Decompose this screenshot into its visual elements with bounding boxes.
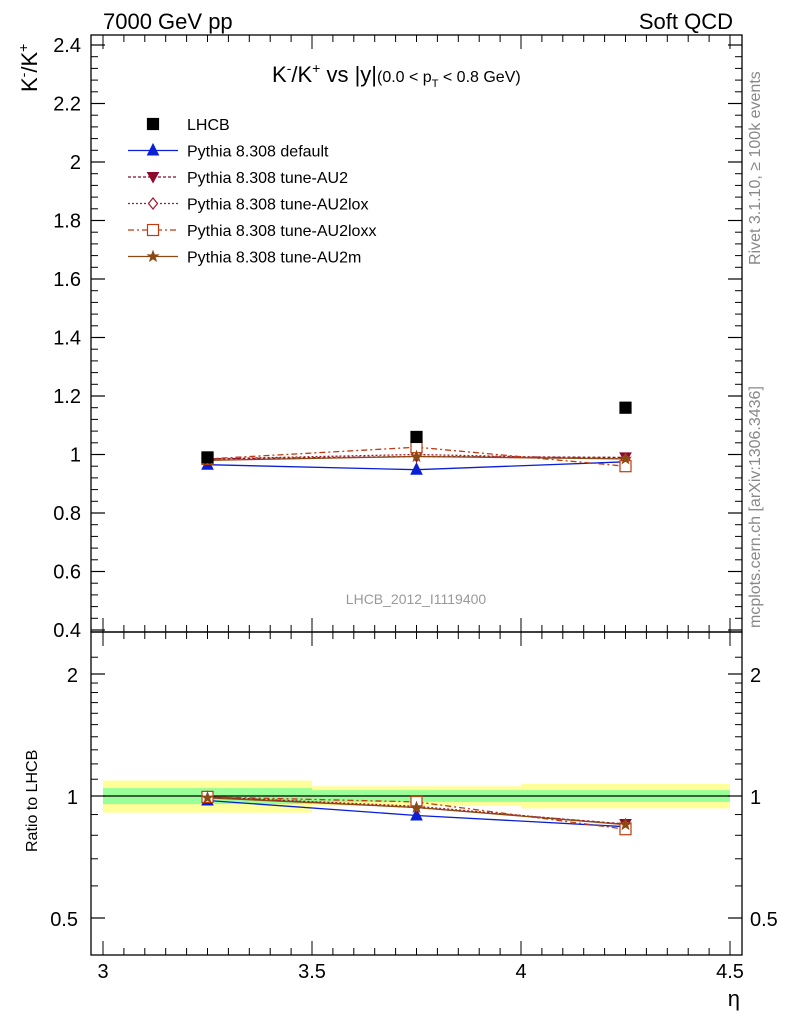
- legend-entry-label: Pythia 8.308 tune-AU2loxx: [187, 223, 376, 240]
- legend: LHCB Pythia 8.308 default Pythia 8.308 tun…: [128, 117, 376, 267]
- main-y-tick-label: 0.6: [53, 562, 81, 584]
- main-series-3-point: [619, 460, 632, 473]
- ratio-series-4-point: [409, 800, 424, 814]
- analysis-id-label: LHCB_2012_I1119400: [346, 591, 487, 607]
- data-point: [201, 451, 214, 464]
- beam-label: 7000 GeV pp: [103, 9, 233, 34]
- main-y-tick-label: 0.8: [53, 503, 81, 525]
- legend-marker-5: [146, 249, 160, 263]
- legend-entry-label: Pythia 8.308 tune-AU2lox: [187, 197, 368, 214]
- main-y-tick-label: 2.4: [53, 35, 81, 57]
- x-axis-label: η: [728, 986, 740, 1011]
- ratio-series-0-point: [410, 807, 423, 821]
- x-tick-label: 4: [515, 961, 526, 983]
- legend-marker-2: [146, 172, 160, 184]
- ratio-series-4-point: [200, 790, 215, 804]
- legend-entry-label: Pythia 8.308 tune-AU2m: [187, 250, 361, 267]
- main-y-tick-label: 1.4: [53, 328, 81, 350]
- ratio-panel: 0.5 0.5 1 1 2 2 3 3.5 4 4.5 Ratio to LHCB η: [24, 631, 778, 1011]
- main-y-tick-label: 2: [70, 152, 81, 174]
- ratio-y-axis-label: Ratio to LHCB: [24, 750, 41, 852]
- ratio-y-tick-label: 0.5: [50, 909, 78, 931]
- ratio-series-4-point: [618, 817, 633, 831]
- main-series-0-point: [410, 462, 423, 475]
- ratio-y-tick-label: 2: [67, 665, 78, 687]
- x-tick-label: 4.5: [716, 961, 744, 983]
- x-tick-label: 3: [97, 961, 108, 983]
- legend-marker-3: [147, 197, 159, 210]
- legend-entry-label: LHCB: [187, 117, 230, 134]
- ratio-y-tick-label-right: 2: [750, 665, 761, 687]
- main-y-tick-label: 1.6: [53, 269, 81, 291]
- legend-entry-label: Pythia 8.308 tune-AU2: [187, 170, 348, 187]
- main-series-4-point: [618, 452, 633, 465]
- main-y-tick-label: 1.2: [53, 386, 81, 408]
- chart-title: K-/K+ vs |y|(0.0 < pT < 0.8 GeV): [272, 60, 521, 90]
- main-y-tick-label: 1: [70, 445, 81, 467]
- ratio-y-tick-label-right: 0.5: [750, 909, 778, 931]
- main-y-tick-label: 1.8: [53, 211, 81, 233]
- main-y-tick-label: 2.2: [53, 94, 81, 116]
- legend-marker-0: [146, 117, 160, 131]
- x-tick-label: 3.5: [298, 961, 326, 983]
- data-point: [410, 430, 423, 444]
- data-point: [619, 401, 632, 414]
- main-series-4-point: [409, 449, 424, 463]
- ratio-y-tick-label: 1: [67, 787, 78, 809]
- mcplots-credit-label: mcplots.cern.ch [arXiv:1306.3436]: [747, 386, 764, 628]
- legend-marker-4: [146, 223, 160, 237]
- main-panel: 0.4 0.6 0.8 1 1.2 1.4 1.6 1.8 2 2.2 2.4 K-/K+ vs |…: [15, 34, 743, 642]
- rivet-version-label: Rivet 3.1.10, ≥ 100k events: [747, 71, 764, 265]
- main-y-axis-label: K-/K+: [15, 44, 42, 92]
- category-label: Soft QCD: [639, 9, 733, 34]
- legend-marker-1: [146, 142, 160, 156]
- legend-entry-label: Pythia 8.308 default: [187, 144, 329, 161]
- main-y-tick-label: 0.4: [53, 620, 81, 642]
- ratio-y-tick-label-right: 1: [750, 787, 761, 809]
